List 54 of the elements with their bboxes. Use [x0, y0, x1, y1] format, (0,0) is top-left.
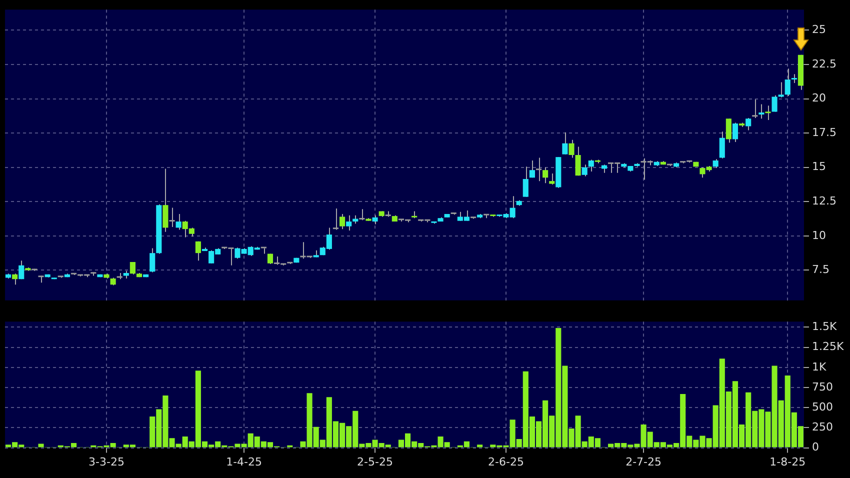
y-tick-label: 250	[812, 420, 833, 434]
y-tick-label: 7.5	[812, 263, 830, 276]
candlestick	[758, 104, 764, 120]
candlestick	[260, 246, 266, 254]
candlestick	[542, 166, 548, 184]
y-tick-label: 20	[812, 92, 826, 105]
candlestick	[752, 98, 758, 118]
candlestick	[784, 68, 790, 97]
y-tick-label: 15	[812, 160, 826, 174]
x-tick-label: 2-6-25	[488, 455, 524, 468]
candlestick	[765, 105, 771, 121]
y-tick-label: 1K	[812, 360, 827, 374]
y-tick-label: 1.5K	[812, 320, 838, 334]
y-tick-label: 17.5	[812, 126, 836, 139]
candlestick	[346, 214, 352, 231]
candlestick	[359, 208, 365, 221]
x-tick-label: 1-8-25	[770, 455, 806, 468]
y-tick-label: 25	[812, 23, 826, 36]
candlestick	[575, 146, 581, 176]
candlestick	[582, 164, 588, 177]
candlestick	[150, 248, 156, 273]
y-tick-label: 0	[812, 440, 819, 454]
candlestick	[746, 117, 752, 131]
candlestick	[549, 173, 555, 185]
x-tick-label: 1-4-25	[226, 455, 262, 468]
candlestick	[18, 260, 24, 280]
candlestick	[130, 261, 136, 275]
candlestick	[176, 213, 182, 230]
candlestick	[169, 207, 175, 228]
y-tick-label: 500	[812, 400, 833, 414]
candlestick	[726, 118, 732, 144]
candlestick	[588, 159, 594, 172]
y-tick-label: 12.5	[812, 194, 836, 208]
y-tick-label: 750	[812, 380, 833, 394]
x-tick-label: 3-3-25	[88, 455, 124, 468]
x-tick-label: 2-7-25	[626, 455, 662, 468]
candlestick	[732, 122, 738, 142]
candlestick	[162, 168, 168, 232]
candlestick	[522, 166, 528, 198]
y-tick-label: 22.5	[812, 57, 836, 70]
candlestick	[195, 240, 201, 262]
candlestick	[340, 213, 346, 230]
candlestick	[536, 157, 542, 182]
x-tick-label: 2-5-25	[357, 455, 393, 468]
y-tick-label: 1.25K	[812, 340, 844, 354]
candlestick	[562, 132, 568, 155]
candlestick	[772, 94, 778, 112]
candlestick	[719, 131, 725, 159]
candlestick	[12, 273, 18, 286]
candlestick	[332, 208, 339, 230]
candlestick	[568, 139, 574, 158]
candlestick	[778, 82, 784, 98]
y-tick-label: 10	[812, 228, 826, 242]
candlestick	[529, 160, 535, 178]
